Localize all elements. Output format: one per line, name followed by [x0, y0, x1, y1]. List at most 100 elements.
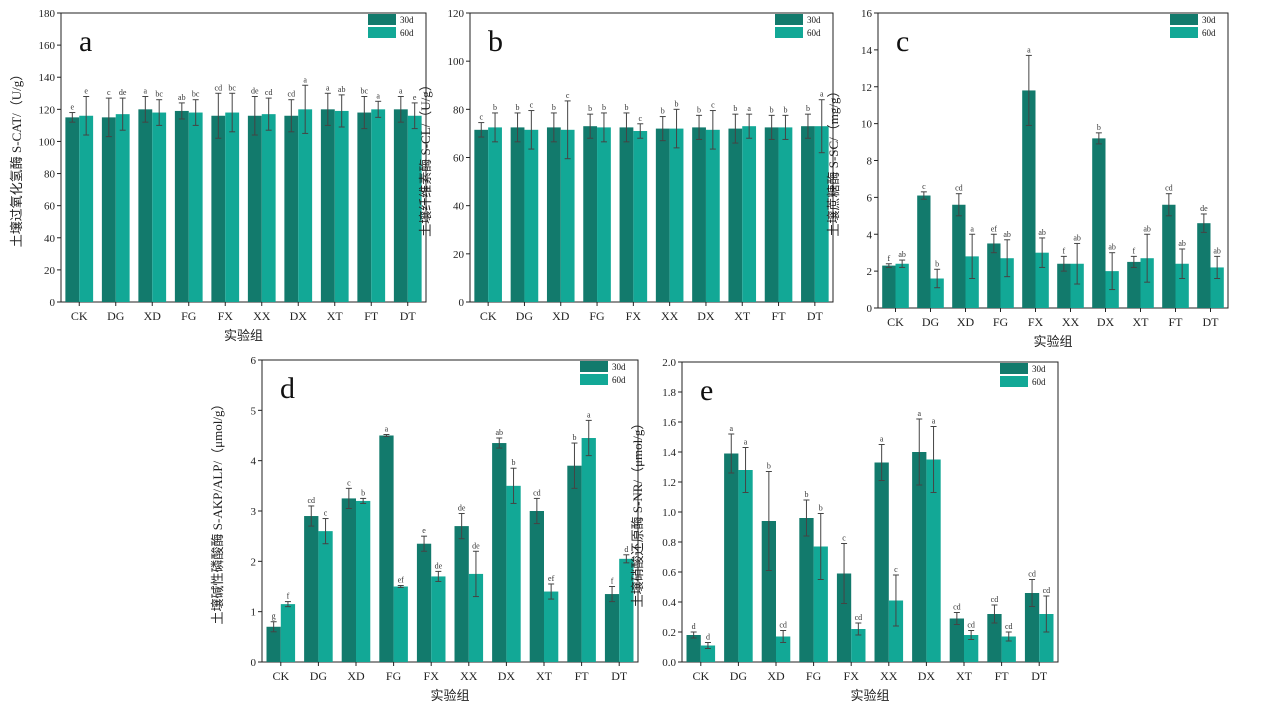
y-tick-label: 1.6 — [662, 417, 676, 429]
significance-letter: b — [572, 433, 576, 442]
bar-e-FX-30d — [836, 573, 852, 662]
y-tick-label: 1.4 — [662, 447, 676, 459]
significance-letter: cd — [307, 496, 315, 505]
x-tick-label: FX — [626, 309, 642, 323]
legend-swatch — [1170, 14, 1198, 25]
significance-letter: e — [84, 86, 88, 95]
significance-letter: ab — [898, 250, 906, 259]
panel-letter: c — [896, 25, 909, 58]
y-axis-label: 土壤纤维素酶 S-CL/（U/g） — [418, 78, 433, 237]
x-tick-label: DG — [107, 309, 125, 323]
significance-letter: cd — [288, 90, 296, 99]
significance-letter: ab — [1213, 246, 1221, 255]
bar-d-FX-30d — [416, 543, 432, 662]
bar-e-XX-30d — [874, 462, 889, 662]
significance-letter: cd — [855, 613, 863, 622]
bar-d-DT-30d — [604, 594, 620, 662]
significance-letter: e — [413, 93, 417, 102]
bar-e-XT-60d — [964, 635, 979, 662]
significance-letter: b — [935, 259, 939, 268]
significance-letter: cd — [953, 603, 961, 612]
bar-a-DT-30d — [393, 109, 408, 302]
x-axis-label: 实验组 — [224, 328, 263, 343]
significance-letter: bc — [228, 83, 236, 92]
significance-letter: a — [744, 438, 748, 447]
y-tick-label: 140 — [39, 72, 56, 84]
significance-letter: a — [917, 409, 921, 418]
x-tick-label: CK — [692, 669, 709, 683]
bar-e-DX-60d — [926, 459, 941, 662]
y-tick-label: 0.2 — [662, 627, 676, 639]
legend-swatch — [1170, 27, 1198, 38]
significance-letter: e — [422, 526, 426, 535]
x-tick-label: FX — [844, 669, 860, 683]
bar-e-DT-30d — [1024, 593, 1040, 662]
significance-letter: b — [361, 488, 365, 497]
significance-letter: c — [842, 534, 846, 543]
x-tick-label: DX — [1097, 315, 1115, 329]
bar-a-FT-30d — [357, 112, 372, 303]
significance-letter: de — [119, 88, 127, 97]
bar-d-FT-30d — [567, 465, 582, 662]
significance-letter: bc — [361, 86, 369, 95]
y-tick-label: 4 — [251, 456, 257, 468]
bar-c-DG-60d — [930, 278, 944, 308]
legend-label: 30d — [612, 362, 626, 372]
bar-a-DT-60d — [407, 115, 422, 302]
bar-b-XT-60d — [742, 126, 757, 302]
y-tick-label: 0 — [459, 297, 465, 309]
x-tick-label: XD — [347, 669, 365, 683]
x-tick-label: FT — [1168, 315, 1183, 329]
bar-c-DT-60d — [1210, 267, 1224, 308]
bar-b-CK-60d — [488, 127, 502, 302]
y-tick-label: 80 — [44, 169, 56, 181]
legend-label: 60d — [807, 28, 821, 38]
bar-b-FT-60d — [778, 127, 793, 302]
significance-letter: f — [888, 254, 891, 263]
x-tick-label: XX — [661, 309, 679, 323]
significance-letter: a — [587, 410, 591, 419]
bar-e-FG-60d — [813, 546, 828, 662]
y-tick-label: 16 — [861, 8, 873, 20]
y-tick-label: 0.4 — [662, 597, 676, 609]
significance-letter: cd — [215, 83, 223, 92]
significance-letter: b — [767, 462, 771, 471]
bar-a-XX-60d — [261, 114, 276, 303]
bar-b-FG-60d — [597, 127, 611, 302]
significance-letter: ef — [548, 574, 555, 583]
bar-d-FG-60d — [393, 586, 408, 662]
bar-e-DT-60d — [1039, 614, 1054, 662]
x-tick-label: XT — [734, 309, 751, 323]
bar-a-XD-60d — [152, 112, 167, 303]
bar-d-DT-60d — [619, 558, 634, 662]
bar-e-DX-30d — [912, 452, 927, 662]
significance-letter: bc — [155, 90, 163, 99]
significance-letter: ab — [495, 428, 503, 437]
bar-c-DT-30d — [1197, 223, 1211, 308]
significance-letter: b — [733, 104, 737, 113]
x-tick-label: FG — [386, 669, 402, 683]
legend-label: 60d — [612, 375, 626, 385]
x-tick-label: XX — [1062, 315, 1080, 329]
bar-e-FX-60d — [851, 629, 866, 662]
significance-letter: d — [692, 622, 696, 631]
y-tick-label: 8 — [867, 156, 873, 168]
significance-letter: cd — [1165, 184, 1173, 193]
bar-e-XX-60d — [888, 600, 904, 662]
legend-swatch — [775, 27, 803, 38]
bar-c-DX-30d — [1092, 138, 1106, 308]
significance-letter: ef — [398, 575, 405, 584]
significance-letter: c — [347, 478, 351, 487]
significance-letter: ab — [338, 85, 346, 94]
x-tick-label: FT — [995, 669, 1010, 683]
x-tick-label: FT — [772, 309, 787, 323]
significance-letter: b — [1097, 123, 1101, 132]
significance-letter: b — [661, 107, 665, 116]
bar-b-DG-30d — [510, 127, 525, 302]
y-tick-label: 0 — [50, 297, 56, 309]
y-tick-label: 180 — [39, 8, 56, 20]
legend-swatch — [775, 14, 803, 25]
x-tick-label: XD — [144, 309, 162, 323]
significance-letter: a — [303, 75, 307, 84]
y-tick-label: 3 — [251, 506, 257, 518]
